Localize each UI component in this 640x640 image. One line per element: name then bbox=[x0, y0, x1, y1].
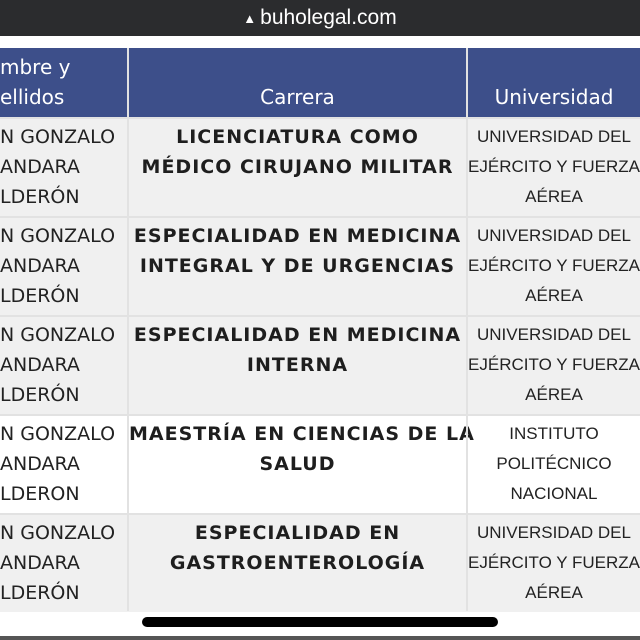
university-cell-line: NACIONAL bbox=[510, 484, 598, 503]
university-cell: UNIVERSIDAD DEL EJÉRCITO Y FUERZA AÉREA bbox=[468, 217, 640, 311]
university-cell-line: UNIVERSIDAD DEL bbox=[477, 523, 631, 542]
name-cell: N GONZALO ANDARA LDERÓN bbox=[0, 514, 127, 608]
university-cell-line: EJÉRCITO Y FUERZA bbox=[468, 355, 640, 374]
name-cell: N GONZALO ANDARA LDERÓN bbox=[0, 316, 127, 410]
career-cell: ESPECIALIDAD EN MEDICINA INTERNA bbox=[129, 316, 466, 380]
university-cell-line: UNIVERSIDAD DEL bbox=[477, 127, 631, 146]
university-cell-line: AÉREA bbox=[525, 385, 583, 404]
university-cell-line: POLITÉCNICO bbox=[496, 454, 612, 473]
column-divider bbox=[127, 48, 129, 611]
row-divider bbox=[0, 513, 640, 515]
column-divider bbox=[466, 48, 468, 611]
career-cell-line: INTEGRAL Y DE URGENCIAS bbox=[139, 255, 456, 277]
career-cell-line: MAESTRÍA EN CIENCIAS DE LA bbox=[129, 423, 475, 445]
name-cell-line: N GONZALO bbox=[0, 522, 116, 544]
url-text: buholegal.com bbox=[260, 6, 397, 29]
name-cell: N GONZALO ANDARA LDERÓN bbox=[0, 118, 127, 212]
career-cell-line: GASTROENTEROLOGÍA bbox=[169, 552, 426, 574]
table-row: N GONZALO ANDARA LDERÓN ESPECIALIDAD EN MED… bbox=[0, 316, 640, 414]
table-row: N GONZALO ANDARA LDERÓN ESPECIALIDAD EN GAST… bbox=[0, 514, 640, 612]
career-cell-line: ESPECIALIDAD EN bbox=[194, 522, 401, 544]
name-cell-line: ANDARA bbox=[0, 255, 80, 277]
row-divider bbox=[0, 414, 640, 416]
university-cell-line: AÉREA bbox=[525, 187, 583, 206]
browser-address-bar[interactable]: ▲ buholegal.com bbox=[0, 0, 640, 36]
header-university: Universidad bbox=[468, 48, 640, 118]
career-cell-line: MÉDICO CIRUJANO MILITAR bbox=[141, 156, 454, 178]
university-cell: UNIVERSIDAD DEL EJÉRCITO Y FUERZA AÉREA bbox=[468, 118, 640, 212]
name-cell-line: LDERÓN bbox=[0, 384, 80, 406]
bottom-edge bbox=[0, 636, 640, 640]
name-cell-line: N GONZALO bbox=[0, 225, 116, 247]
career-cell-line: LICENCIATURA COMO bbox=[176, 126, 419, 148]
name-cell-line: ANDARA bbox=[0, 156, 80, 178]
header-name-line: mbre y bbox=[0, 55, 71, 79]
name-cell-line: ANDARA bbox=[0, 354, 80, 376]
name-cell-line: N GONZALO bbox=[0, 324, 116, 346]
career-cell-line: ESPECIALIDAD EN MEDICINA bbox=[133, 225, 462, 247]
table-row: N GONZALO ANDARA LDERÓN LICENCIATURA COMO MÉ… bbox=[0, 118, 640, 216]
university-cell-line: INSTITUTO bbox=[509, 424, 599, 443]
name-cell-line: LDERÓN bbox=[0, 285, 80, 307]
university-cell-line: EJÉRCITO Y FUERZA bbox=[468, 157, 640, 176]
career-cell-line: ESPECIALIDAD EN MEDICINA bbox=[133, 324, 462, 346]
row-divider bbox=[0, 117, 640, 119]
name-cell-line: N GONZALO bbox=[0, 126, 116, 148]
row-divider bbox=[0, 216, 640, 218]
header-name: mbre y ellidos bbox=[0, 48, 127, 118]
career-cell: ESPECIALIDAD EN MEDICINA INTEGRAL Y DE UR… bbox=[129, 217, 466, 281]
horizontal-scrollbar[interactable] bbox=[142, 617, 498, 627]
table-row: N GONZALO ANDARA LDERÓN ESPECIALIDAD EN MED… bbox=[0, 217, 640, 315]
name-cell-line: N GONZALO bbox=[0, 423, 116, 445]
warning-icon: ▲ bbox=[243, 10, 257, 26]
university-cell: UNIVERSIDAD DEL EJÉRCITO Y FUERZA AÉREA bbox=[468, 316, 640, 410]
university-cell: INSTITUTO POLITÉCNICO NACIONAL bbox=[468, 415, 640, 509]
university-cell-line: EJÉRCITO Y FUERZA bbox=[468, 256, 640, 275]
university-cell-line: UNIVERSIDAD DEL bbox=[477, 325, 631, 344]
row-divider bbox=[0, 315, 640, 317]
name-cell-line: ANDARA bbox=[0, 552, 80, 574]
career-cell: LICENCIATURA COMO MÉDICO CIRUJANO MILITAR bbox=[129, 118, 466, 182]
career-cell-line: INTERNA bbox=[246, 354, 349, 376]
university-cell: UNIVERSIDAD DEL EJÉRCITO Y FUERZA AÉREA bbox=[468, 514, 640, 608]
name-cell: N GONZALO ANDARA LDERÓN bbox=[0, 217, 127, 311]
university-cell-line: EJÉRCITO Y FUERZA bbox=[468, 553, 640, 572]
table-row: N GONZALO ANDARA LDERON MAESTRÍA EN CIENCIA… bbox=[0, 415, 640, 513]
header-career: Carrera bbox=[129, 48, 466, 118]
name-cell-line: LDERÓN bbox=[0, 186, 80, 208]
university-cell-line: AÉREA bbox=[525, 286, 583, 305]
career-cell-line: SALUD bbox=[259, 453, 336, 475]
name-cell-line: LDERÓN bbox=[0, 582, 80, 604]
name-cell-line: LDERON bbox=[0, 483, 80, 505]
header-university-label: Universidad bbox=[494, 85, 614, 109]
university-cell-line: UNIVERSIDAD DEL bbox=[477, 226, 631, 245]
name-cell: N GONZALO ANDARA LDERON bbox=[0, 415, 127, 509]
university-cell-line: AÉREA bbox=[525, 583, 583, 602]
name-cell-line: ANDARA bbox=[0, 453, 80, 475]
header-name-line: ellidos bbox=[0, 85, 65, 109]
career-cell: ESPECIALIDAD EN GASTROENTEROLOGÍA bbox=[129, 514, 466, 578]
header-career-label: Carrera bbox=[260, 85, 335, 109]
career-cell: MAESTRÍA EN CIENCIAS DE LA SALUD bbox=[129, 415, 475, 479]
